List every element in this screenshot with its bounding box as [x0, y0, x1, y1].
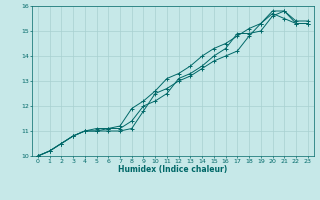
- X-axis label: Humidex (Indice chaleur): Humidex (Indice chaleur): [118, 165, 228, 174]
